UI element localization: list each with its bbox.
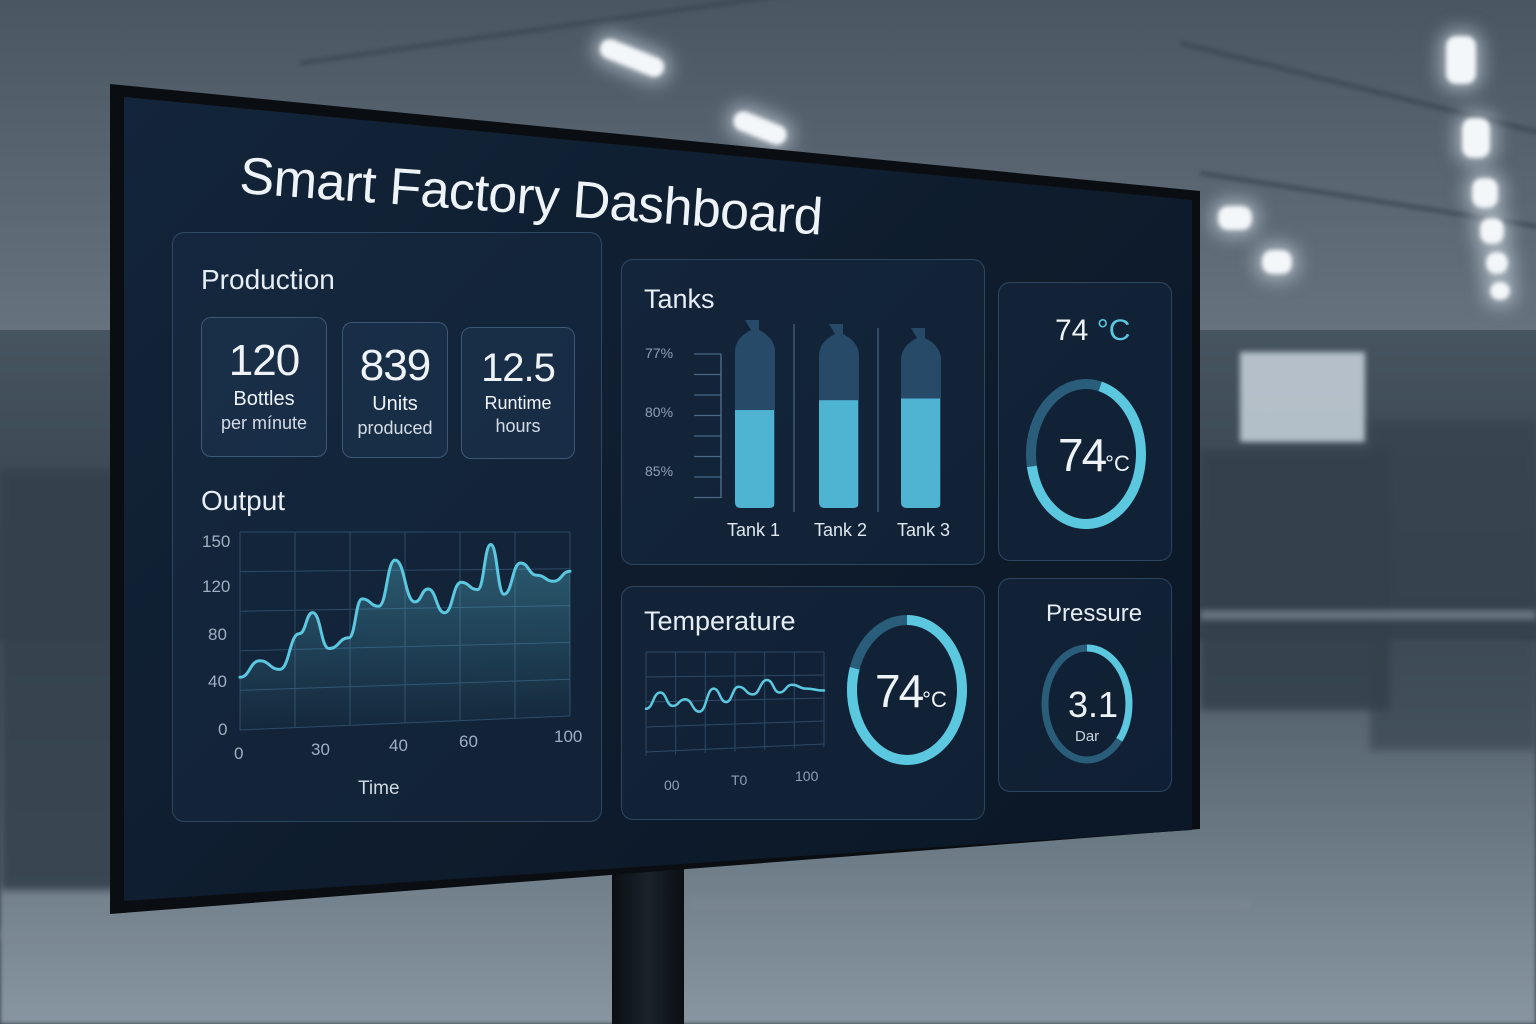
ceiling-light — [1490, 282, 1510, 300]
background-machine — [1200, 450, 1390, 710]
temperature-chart — [644, 651, 826, 756]
conveyor-rail — [690, 900, 1250, 910]
pressure-panel — [998, 578, 1172, 792]
pressure-gauge-arc — [1086, 644, 1133, 742]
x-tick-label: 60 — [459, 732, 478, 751]
temp-x-tick: 00 — [664, 777, 680, 793]
temperature-gauge-ring — [847, 615, 967, 765]
metric-label: Bottles — [233, 388, 295, 410]
x-axis-title: Time — [358, 778, 400, 799]
tank-y-tick: 80% — [645, 404, 674, 420]
temperature-gauge-arc — [847, 615, 967, 765]
metric-label: Units — [372, 393, 418, 415]
tanks-title: Tanks — [644, 284, 715, 314]
temp-heading-value: 74 — [1055, 314, 1089, 347]
temp-gauge-unit: °C — [1105, 451, 1130, 476]
metric-sublabel: produced — [357, 418, 433, 438]
tank-y-tick: 77% — [645, 345, 674, 361]
ceiling-light — [1472, 178, 1498, 208]
temp-heading: 74 °C — [1055, 314, 1130, 348]
ceiling-light — [1446, 36, 1476, 84]
tank-bottle-2 — [819, 324, 859, 508]
tank-bottle-1 — [735, 320, 775, 508]
ceiling-light — [1462, 118, 1490, 158]
metric-card-runtime: 12.5 Runtime hours — [461, 327, 575, 459]
output-title: Output — [201, 485, 286, 516]
temp-x-tick: T0 — [731, 772, 748, 788]
metric-card-bottles: 120 Bottles per mínute — [201, 317, 327, 457]
y-tick-label: 150 — [202, 532, 231, 551]
pressure-value: 3.1 — [1068, 684, 1119, 725]
temp-grid-h — [645, 720, 825, 728]
temp-gauge-panel — [998, 282, 1172, 561]
ceiling-light — [1486, 252, 1508, 274]
pressure-gauge-ring — [1041, 644, 1133, 764]
metric-sublabel: per mínute — [220, 413, 308, 433]
temp-gauge-number: 74 — [1058, 429, 1107, 481]
conveyor-rail — [0, 930, 610, 940]
conveyor-rail — [1200, 610, 1536, 620]
monitor-screen — [124, 97, 1192, 901]
tank-bottle-3 — [901, 328, 941, 508]
y-tick-label: 0 — [218, 720, 228, 739]
background-window — [1240, 352, 1365, 442]
tank-y-tick: 85% — [645, 463, 674, 479]
tank-label-2: Tank 2 — [814, 520, 868, 540]
temp-gauge-ring — [1026, 379, 1146, 529]
ceiling-light — [1218, 206, 1252, 230]
output-line — [238, 542, 572, 679]
x-tick-label: 30 — [311, 740, 330, 759]
production-title: Production — [201, 264, 335, 295]
x-tick-label: 100 — [554, 727, 583, 746]
output-area — [240, 544, 570, 730]
tank-fill — [735, 410, 774, 508]
tank-fill — [901, 398, 940, 508]
temp-grid-h — [645, 743, 825, 753]
temperature-line — [644, 678, 826, 713]
temp-grid-h — [645, 697, 825, 703]
pressure-title: Pressure — [1046, 600, 1143, 627]
temp-heading-unit: °C — [1096, 314, 1131, 347]
y-tick-label: 120 — [202, 577, 231, 596]
temp-gauge-value: 74°C — [1058, 428, 1130, 482]
temperature-gauge-unit: °C — [922, 687, 947, 712]
y-tick-label: 40 — [208, 672, 227, 691]
x-tick-label: 40 — [389, 736, 408, 755]
temp-x-tick: 100 — [795, 768, 819, 784]
monitor-stand — [612, 860, 684, 1024]
temperature-title: Temperature — [644, 606, 796, 636]
tank-fill — [819, 400, 858, 508]
metric-card-units: 839 Units produced — [342, 322, 448, 458]
tank-label-1: Tank 1 — [727, 520, 781, 540]
metric-value: 120 — [228, 336, 300, 385]
ceiling-light — [1262, 250, 1292, 274]
metric-value: 839 — [359, 341, 431, 390]
temp-grid-h — [645, 674, 825, 678]
ceiling-light — [1480, 218, 1504, 244]
temperature-gauge-value: 74°C — [875, 664, 947, 718]
tanks-chart — [694, 320, 941, 512]
pressure-unit: Dar — [1075, 728, 1100, 745]
output-chart — [238, 531, 572, 731]
metric-sublabel: hours — [495, 416, 541, 436]
temperature-gauge-number: 74 — [875, 665, 924, 717]
metric-label: Runtime — [484, 393, 552, 413]
metric-value: 12.5 — [481, 346, 556, 390]
y-tick-label: 80 — [208, 625, 227, 644]
x-tick-label: 0 — [234, 744, 244, 763]
background-machine — [1370, 420, 1536, 750]
background-machine — [0, 470, 130, 890]
tank-label-3: Tank 3 — [897, 520, 951, 540]
temp-gauge-arc — [1026, 381, 1146, 529]
